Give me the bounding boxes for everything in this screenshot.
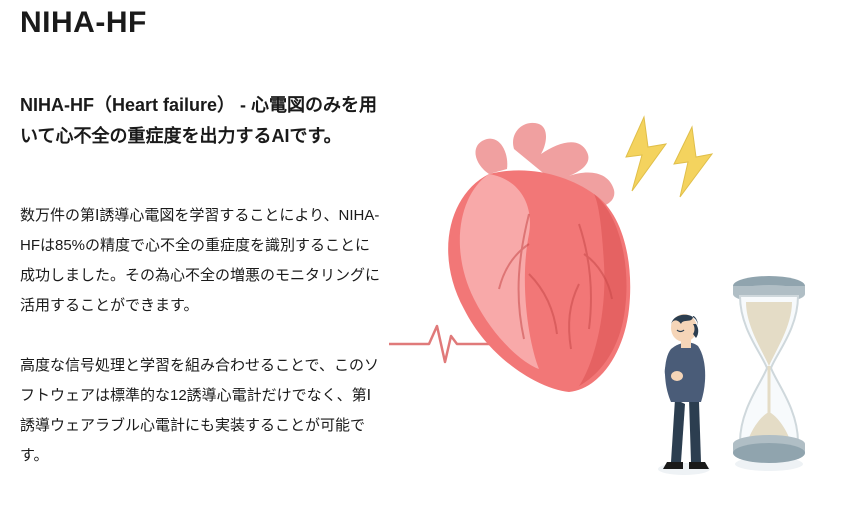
hourglass-icon bbox=[724, 274, 814, 464]
page-title: NIHA-HF bbox=[20, 6, 380, 40]
lightning-bolt-icon bbox=[614, 109, 724, 219]
illustration bbox=[419, 114, 819, 494]
paragraph-1: 数万件の第Ⅰ誘導心電図を学習することにより、NIHA-HFは85%の精度で心不全… bbox=[20, 201, 380, 321]
subtitle: NIHA-HF（Heart failure） - 心電図のみを用いて心不全の重症… bbox=[20, 90, 380, 151]
paragraph-2: 高度な信号処理と学習を組み合わせることで、このソフトウェアは標準的な12誘導心電… bbox=[20, 351, 380, 471]
person-icon bbox=[641, 304, 731, 474]
